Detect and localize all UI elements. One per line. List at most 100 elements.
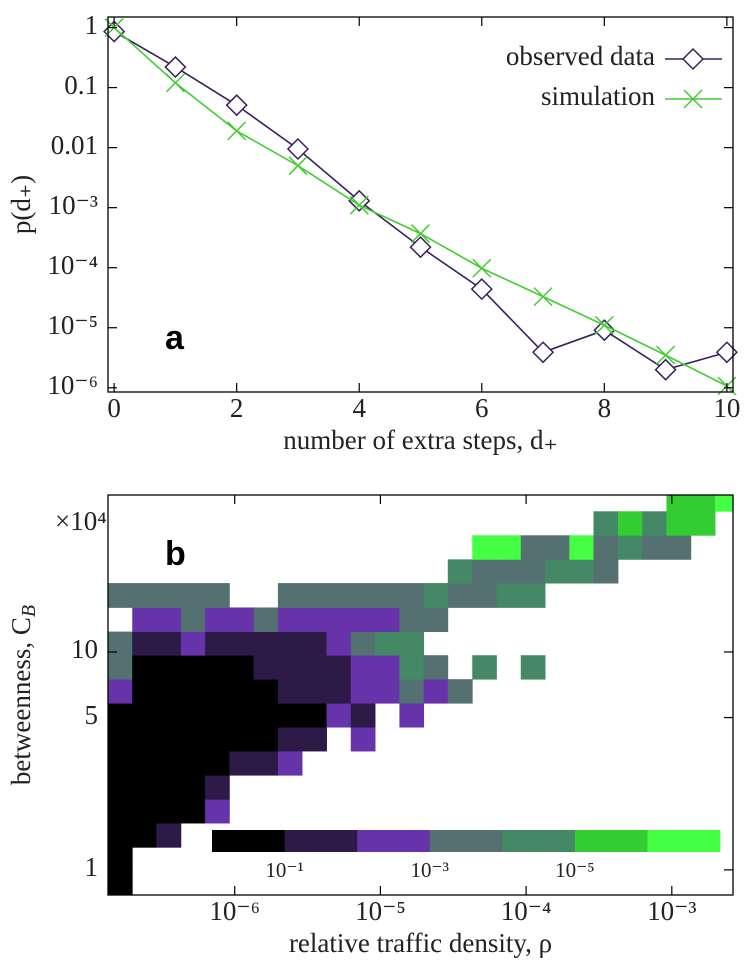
- heat-cell: [156, 679, 182, 704]
- heat-cell: [108, 727, 133, 752]
- heat-cell: [423, 607, 449, 632]
- heat-cell: [399, 631, 425, 656]
- colorbar-segment: [357, 830, 431, 852]
- heat-cell: [180, 751, 206, 776]
- heat-cell: [156, 823, 182, 848]
- heat-cell: [205, 631, 230, 656]
- heat-cell: [132, 799, 157, 824]
- heat-cell: [617, 511, 643, 536]
- heat-cell: [399, 583, 425, 608]
- y-tick-label: 0.1: [64, 70, 98, 100]
- heat-cell: [156, 607, 182, 632]
- heat-cell: [277, 679, 303, 704]
- heat-cell: [350, 583, 376, 608]
- x-tick-label: 10⁻³: [647, 896, 696, 926]
- heat-cell: [399, 655, 425, 680]
- marker: [225, 94, 248, 117]
- marker: [533, 287, 553, 307]
- colorbar-segment: [647, 830, 721, 852]
- heat-cell: [132, 631, 157, 656]
- marker: [164, 55, 187, 79]
- heat-cell: [180, 631, 206, 656]
- x-axis-label: relative traffic density, ρ: [289, 928, 552, 958]
- marker: [410, 224, 431, 244]
- heat-cell: [447, 559, 473, 584]
- heat-cell: [375, 655, 400, 680]
- heat-cell: [350, 607, 376, 632]
- heat-cell: [277, 751, 303, 776]
- x-axis-label: number of extra steps, d₊: [283, 425, 557, 455]
- heat-cell: [302, 631, 327, 656]
- heat-cell: [132, 775, 157, 800]
- heat-cell: [642, 535, 667, 560]
- marker: [531, 341, 555, 364]
- y-tick-label: 10⁻⁶: [47, 370, 98, 400]
- heat-cell: [642, 511, 667, 536]
- heat-cell: [302, 703, 327, 728]
- heat-cell: [423, 655, 449, 680]
- heat-cell: [156, 775, 182, 800]
- heat-cell: [156, 655, 182, 680]
- heat-cell: [690, 495, 716, 512]
- heat-cell: [277, 703, 303, 728]
- heat-cell: [326, 631, 352, 656]
- heat-cell: [205, 751, 230, 776]
- x-tick-label: 10: [713, 393, 740, 423]
- heat-cell: [520, 583, 546, 608]
- heat-cell: [399, 607, 425, 632]
- y-multiplier: ×10⁴: [55, 506, 107, 536]
- heat-cell: [132, 823, 157, 848]
- marker: [593, 319, 616, 342]
- colorbar-tick-label: 10⁻³: [411, 858, 449, 882]
- heat-cell: [180, 679, 206, 704]
- x-tick-label: 2: [230, 393, 244, 423]
- heat-cell: [326, 607, 352, 632]
- heat-cell: [132, 727, 157, 752]
- x-tick-label: 10⁻⁴: [501, 896, 552, 926]
- heat-cell: [108, 655, 133, 680]
- heat-cell: [350, 727, 376, 752]
- heat-cell: [156, 703, 182, 728]
- heat-cell: [545, 559, 570, 584]
- heat-cell: [253, 655, 279, 680]
- x-tick-label: 8: [598, 393, 612, 423]
- heat-cell: [375, 679, 400, 704]
- colorbar-segment: [574, 830, 648, 852]
- x-tick-label: 10⁻⁵: [355, 896, 406, 926]
- heat-cell: [690, 511, 716, 536]
- heat-cell: [277, 727, 303, 752]
- legend-marker: [683, 89, 703, 109]
- marker: [654, 358, 677, 381]
- heat-cell: [302, 727, 327, 752]
- colorbar-segment: [284, 830, 358, 852]
- marker: [288, 156, 308, 176]
- heat-cell: [132, 679, 157, 704]
- heat-cell: [205, 775, 230, 800]
- heat-cell: [205, 727, 230, 752]
- marker: [165, 73, 185, 93]
- heat-cell: [569, 559, 594, 584]
- heat-cell: [253, 631, 279, 656]
- heat-cell: [277, 607, 303, 632]
- panel-label: b: [165, 535, 186, 573]
- heat-cell: [253, 607, 279, 632]
- plot-frame: [107, 494, 734, 896]
- heat-cell: [180, 607, 206, 632]
- marker: [472, 258, 492, 278]
- heat-cell: [350, 655, 376, 680]
- heat-cell: [520, 655, 546, 680]
- heat-cell: [156, 583, 182, 608]
- panel-label: a: [165, 319, 185, 357]
- heat-cell: [180, 655, 206, 680]
- heat-cell: [496, 583, 522, 608]
- heat-cell: [132, 655, 157, 680]
- heat-cell: [326, 655, 352, 680]
- marker: [286, 137, 310, 161]
- heat-cell: [205, 583, 230, 608]
- heat-cell: [108, 799, 133, 824]
- heat-cell: [229, 631, 255, 656]
- y-tick-label: 1: [85, 852, 99, 882]
- heat-cell: [399, 679, 425, 704]
- legend-marker: [681, 47, 705, 71]
- heat-cell: [496, 559, 522, 584]
